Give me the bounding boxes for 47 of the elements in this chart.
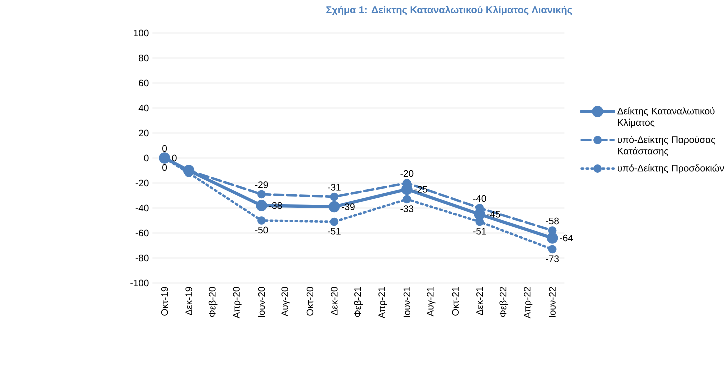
data-label: -20 (400, 170, 414, 178)
x-tick-label: Φεβ-21 (354, 287, 364, 318)
data-label: -51 (328, 228, 341, 235)
x-tick-label: Δεκ-19 (186, 287, 192, 316)
data-label: 0 (172, 154, 177, 162)
x-tick-label: Οκτ-20 (306, 287, 314, 316)
legend-label: υπό-Δείκτης Προσδοκιών (618, 164, 724, 174)
data-label: -31 (328, 184, 341, 191)
legend-label: Δείκτης Καταναλωτικού Κλίματος (618, 107, 715, 128)
y-tick-label: -100 (130, 280, 149, 287)
x-tick-label: Φεβ-20 (208, 287, 218, 318)
x-tick-label: Ιουν-21 (404, 287, 411, 318)
data-label: 0 (162, 145, 168, 152)
x-tick-label: Δεκ-20 (331, 287, 338, 316)
data-label: -39 (342, 204, 355, 210)
x-tick-label: Ιουν-22 (549, 287, 556, 318)
data-label: -50 (255, 226, 268, 234)
y-tick-label: 0 (144, 154, 149, 162)
data-label: -64 (560, 234, 574, 242)
data-label: 0 (162, 164, 168, 172)
y-tick-label: -60 (136, 230, 149, 237)
y-tick-label: 40 (138, 104, 149, 112)
chart-title: Σχήμα 1: Δείκτης Καταναλωτικού Κλίματος Λιανικής (326, 6, 572, 16)
data-label: -73 (546, 256, 559, 262)
data-label: -29 (255, 182, 268, 188)
legend-label: υπό-Δείκτης Παρούσας Κατάστασης (618, 136, 716, 157)
y-tick-label: 100 (134, 30, 149, 37)
x-tick-label: Ιουν-20 (258, 287, 266, 318)
y-tick-label: -20 (136, 180, 149, 187)
x-tick-label: Δεκ-21 (476, 287, 484, 316)
x-tick-label: Οκτ-19 (161, 287, 168, 316)
x-tick-label: Αυγ-21 (427, 287, 436, 317)
y-tick-label: 80 (139, 54, 149, 62)
y-tick-label: 20 (139, 130, 149, 137)
y-tick-label: -80 (136, 254, 149, 262)
x-tick-label: Απρ-22 (524, 287, 533, 319)
y-tick-label: 60 (139, 80, 149, 87)
data-label: -40 (473, 195, 486, 202)
data-label: -33 (400, 206, 414, 212)
data-label: -58 (546, 218, 560, 225)
x-tick-label: Οκτ-21 (452, 287, 459, 316)
x-tick-label: Απρ-21 (378, 287, 388, 319)
y-tick-label: -40 (136, 204, 149, 212)
x-tick-label: Αυγ-20 (282, 287, 290, 317)
x-tick-label: Φεβ-22 (500, 287, 509, 318)
x-tick-label: Απρ-20 (233, 287, 242, 319)
data-label: -51 (473, 228, 486, 235)
